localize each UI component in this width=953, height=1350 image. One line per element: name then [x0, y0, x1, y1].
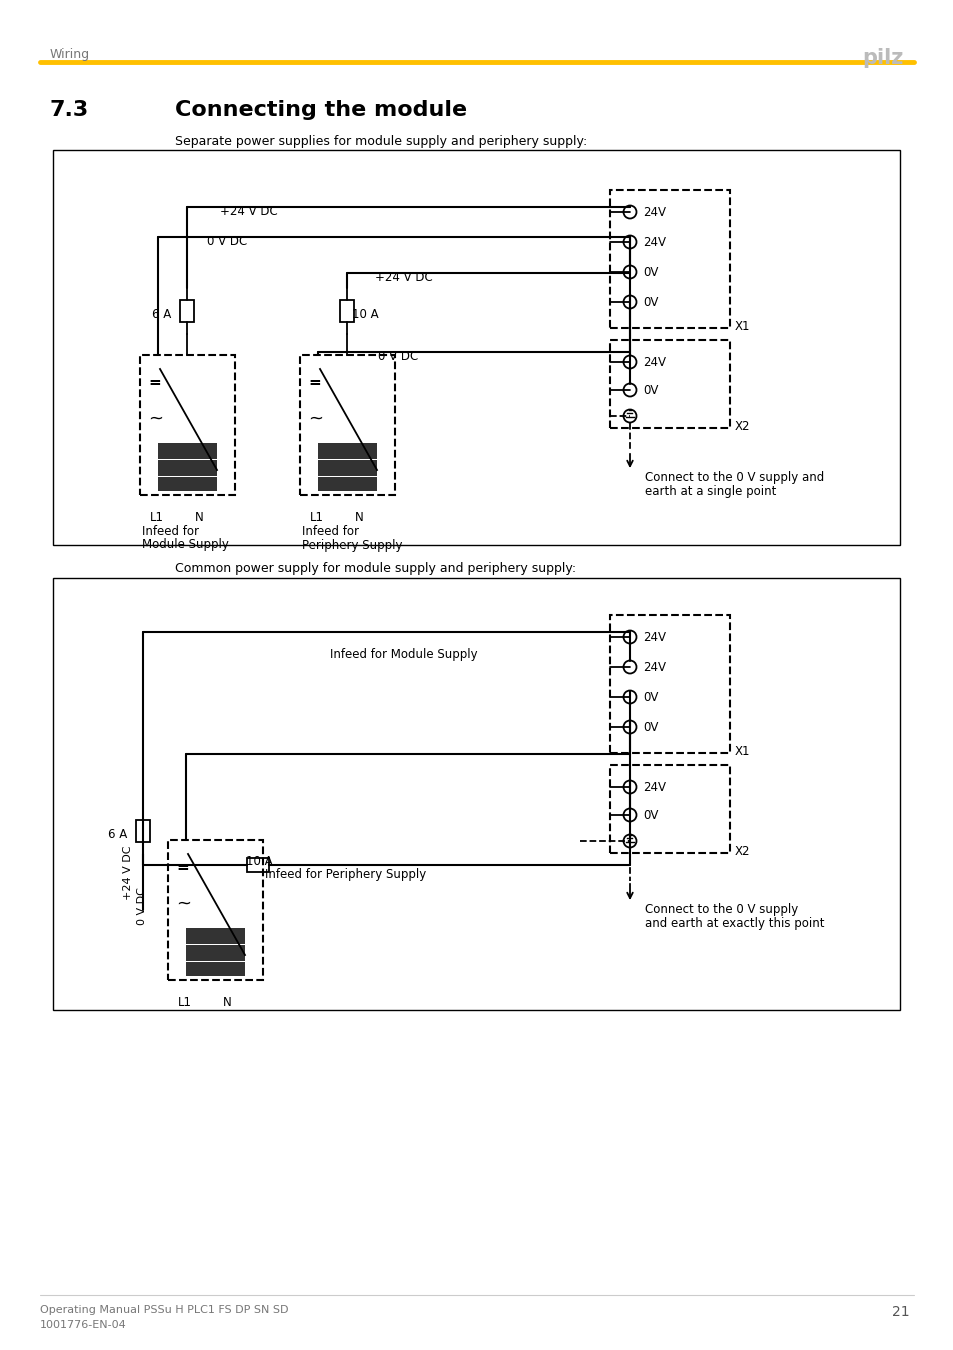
Bar — [140, 355, 234, 495]
Text: N: N — [194, 512, 204, 524]
Text: 21: 21 — [891, 1305, 909, 1319]
Text: 24V: 24V — [642, 236, 665, 248]
Bar — [299, 355, 395, 495]
Bar — [53, 150, 899, 545]
Text: L1: L1 — [150, 512, 164, 524]
Text: +24 V DC: +24 V DC — [375, 271, 433, 284]
Text: 24V: 24V — [642, 662, 665, 674]
Bar — [339, 300, 354, 323]
Text: =: = — [308, 375, 320, 390]
Text: Periphery Supply: Periphery Supply — [302, 539, 402, 552]
Text: N: N — [355, 512, 363, 524]
Text: 0V: 0V — [642, 266, 658, 279]
Circle shape — [623, 721, 636, 733]
Text: Infeed for Periphery Supply: Infeed for Periphery Supply — [265, 868, 426, 882]
Text: 0 V DC: 0 V DC — [377, 350, 417, 363]
Text: 0V: 0V — [642, 691, 658, 703]
Circle shape — [623, 834, 636, 848]
Text: ~: ~ — [175, 895, 191, 913]
Text: Common power supply for module supply and periphery supply:: Common power supply for module supply an… — [174, 562, 576, 575]
Text: 10 A: 10 A — [352, 308, 378, 321]
Bar — [317, 443, 376, 459]
Text: =: = — [148, 375, 161, 390]
Text: 0 V DC: 0 V DC — [207, 235, 247, 248]
Text: pilz: pilz — [862, 49, 903, 68]
Bar — [186, 927, 245, 944]
Bar — [168, 840, 263, 980]
Text: ~: ~ — [308, 410, 323, 428]
Bar — [53, 578, 899, 1010]
Circle shape — [623, 809, 636, 822]
Bar — [247, 859, 269, 872]
Text: 24V: 24V — [642, 207, 665, 219]
Text: 0V: 0V — [642, 721, 658, 734]
Circle shape — [623, 266, 636, 278]
Circle shape — [623, 690, 636, 703]
Bar — [158, 477, 216, 491]
Circle shape — [623, 630, 636, 644]
Text: 7.3: 7.3 — [50, 100, 90, 120]
Text: X1: X1 — [734, 320, 750, 333]
Bar — [609, 190, 729, 328]
Text: 0V: 0V — [642, 809, 658, 822]
Bar — [180, 300, 193, 323]
Text: 10 A: 10 A — [246, 855, 273, 868]
Text: 1001776-EN-04: 1001776-EN-04 — [40, 1320, 127, 1330]
Text: 24V: 24V — [642, 356, 665, 369]
Text: 6 A: 6 A — [152, 308, 172, 321]
Text: X1: X1 — [734, 745, 750, 757]
Circle shape — [623, 660, 636, 674]
Text: Operating Manual PSSu H PLC1 FS DP SN SD: Operating Manual PSSu H PLC1 FS DP SN SD — [40, 1305, 288, 1315]
Text: =: = — [175, 860, 189, 875]
Text: Connecting the module: Connecting the module — [174, 100, 467, 120]
Bar — [609, 340, 729, 428]
Text: Separate power supplies for module supply and periphery supply:: Separate power supplies for module suppl… — [174, 135, 587, 148]
Text: +24 V DC: +24 V DC — [220, 205, 277, 217]
Text: Connect to the 0 V supply and: Connect to the 0 V supply and — [644, 471, 823, 485]
Text: 24V: 24V — [642, 630, 665, 644]
Circle shape — [623, 235, 636, 248]
Circle shape — [623, 355, 636, 369]
Bar — [609, 616, 729, 753]
Bar — [158, 443, 216, 459]
Text: Wiring: Wiring — [50, 49, 90, 61]
Text: Infeed for Module Supply: Infeed for Module Supply — [330, 648, 477, 662]
Text: L1: L1 — [178, 996, 192, 1008]
Text: 0 V DC: 0 V DC — [137, 887, 147, 925]
Text: Infeed for: Infeed for — [302, 525, 358, 539]
Text: 24V: 24V — [642, 782, 665, 794]
Text: L1: L1 — [310, 512, 324, 524]
Text: earth at a single point: earth at a single point — [644, 485, 776, 498]
Text: 6 A: 6 A — [108, 828, 127, 841]
Bar — [317, 460, 376, 477]
Text: X2: X2 — [734, 420, 750, 433]
Circle shape — [623, 409, 636, 423]
Circle shape — [623, 205, 636, 219]
Text: Connect to the 0 V supply: Connect to the 0 V supply — [644, 903, 798, 917]
Bar — [317, 477, 376, 491]
Bar — [609, 765, 729, 853]
Circle shape — [623, 383, 636, 397]
Circle shape — [623, 780, 636, 794]
Bar — [158, 460, 216, 477]
Text: Infeed for: Infeed for — [142, 525, 199, 539]
Text: +24 V DC: +24 V DC — [123, 845, 132, 900]
Text: ~: ~ — [148, 410, 163, 428]
Bar — [186, 963, 245, 976]
Bar — [186, 945, 245, 961]
Circle shape — [623, 296, 636, 309]
Text: and earth at exactly this point: and earth at exactly this point — [644, 917, 823, 930]
Text: X2: X2 — [734, 845, 750, 859]
Text: 0V: 0V — [642, 383, 658, 397]
Text: Module Supply: Module Supply — [142, 539, 229, 551]
Text: N: N — [223, 996, 232, 1008]
Bar — [136, 819, 150, 842]
Text: 0V: 0V — [642, 296, 658, 309]
